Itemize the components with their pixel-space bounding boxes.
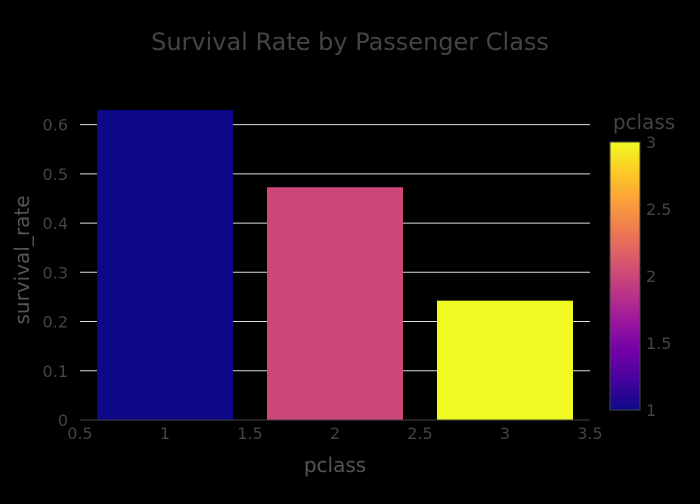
x-tick-label: 1 [160, 424, 170, 443]
colorbar-tick-label: 2 [646, 267, 656, 286]
x-tick-label: 3.5 [577, 424, 602, 443]
colorbar-tick-label: 2.5 [646, 200, 671, 219]
bar-pclass-1[interactable] [97, 110, 233, 420]
y-tick-label: 0.5 [43, 165, 68, 184]
colorbar-tick-label: 3 [646, 133, 656, 152]
y-tick-label: 0 [58, 411, 68, 430]
y-axis-title: survival_rate [10, 196, 34, 325]
x-tick-label: 3 [500, 424, 510, 443]
colorbar-tick-label: 1 [646, 401, 656, 420]
y-tick-label: 0.4 [43, 214, 68, 233]
axis-layer: 0.5 1 1.5 2 2.5 3 3.5 0 0.1 0.2 0.3 0.4 0.5 0.6 [43, 116, 603, 443]
y-tick-label: 0.2 [43, 313, 68, 332]
y-tick-label: 0.1 [43, 362, 68, 381]
y-tick-label: 0.6 [43, 116, 68, 135]
x-tick-label: 1.5 [237, 424, 262, 443]
bar-layer [97, 110, 573, 420]
colorbar-gradient [609, 141, 641, 411]
x-tick-label: 2.5 [407, 424, 432, 443]
x-axis-title: pclass [304, 453, 366, 477]
colorbar-tick-label: 1.5 [646, 334, 671, 353]
bar-pclass-2[interactable] [267, 187, 403, 420]
colorbar-title: pclass [613, 110, 675, 134]
x-tick-label: 2 [330, 424, 340, 443]
colorbar: pclass 1 1.5 2 2.5 3 [609, 110, 675, 420]
x-tick-label: 0.5 [67, 424, 92, 443]
bar-pclass-3[interactable] [437, 300, 573, 420]
colorbar-ticks: 1 1.5 2 2.5 3 [646, 133, 671, 420]
chart-title: Survival Rate by Passenger Class [151, 28, 549, 56]
y-tick-label: 0.3 [43, 263, 68, 282]
